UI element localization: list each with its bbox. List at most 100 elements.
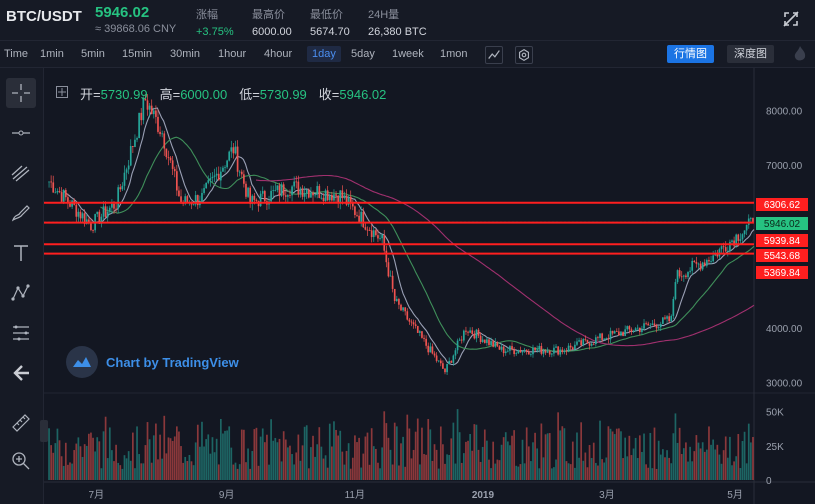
volume-bar <box>599 420 601 480</box>
tab-candles[interactable]: 行情图 <box>667 45 714 63</box>
candle <box>601 332 603 343</box>
high-stat: 最高价 6000.00 <box>252 6 292 38</box>
time-tick-label: 11月 <box>345 489 365 501</box>
volume-bar <box>322 458 325 480</box>
candle <box>597 335 599 341</box>
volume-bar <box>517 466 520 480</box>
text-tool[interactable] <box>6 238 36 268</box>
candle <box>678 267 681 279</box>
ma-mid-line <box>100 136 755 352</box>
pattern-tool[interactable] <box>6 278 36 308</box>
fullscreen-off-icon[interactable] <box>781 9 801 29</box>
ohlc-legend: 开=5730.99 高=6000.00 低=5730.99 收=5946.02 <box>56 84 386 103</box>
candle <box>668 312 671 323</box>
volume-bar <box>645 464 647 480</box>
candle <box>255 198 258 203</box>
volume-bar <box>463 453 465 480</box>
tab-depth[interactable]: 深度图 <box>727 45 774 63</box>
volume-tick-label: 0 <box>766 476 772 487</box>
volume-bar <box>142 463 145 480</box>
candle <box>282 182 285 200</box>
candle <box>127 160 130 175</box>
interval-1hour[interactable]: 1hour <box>218 48 247 60</box>
settings-icon[interactable] <box>515 46 533 64</box>
interval-5day[interactable]: 5day <box>351 48 375 60</box>
interval-time[interactable]: Time <box>4 48 29 60</box>
volume-bar <box>710 444 712 480</box>
volume-bar <box>448 454 451 480</box>
volume-bar <box>638 435 641 480</box>
candle <box>421 331 423 339</box>
interval-1day[interactable]: 1day <box>307 46 341 62</box>
volume-bar <box>180 446 182 480</box>
ruler-tool[interactable] <box>6 408 36 438</box>
interval-1week[interactable]: 1week <box>392 48 424 60</box>
candle <box>460 335 463 344</box>
volume-bar <box>588 445 591 480</box>
candle <box>626 325 629 332</box>
volume-bar <box>622 458 624 480</box>
volume-bar <box>360 467 363 480</box>
candle <box>701 261 704 271</box>
volume-bar <box>662 449 664 480</box>
trend-lines-tool[interactable] <box>6 158 36 188</box>
price-tick-label: 8000.00 <box>766 107 803 118</box>
candle <box>477 327 480 338</box>
candle <box>287 194 289 203</box>
interval-15min[interactable]: 15min <box>122 48 152 60</box>
volume-bar <box>603 462 606 480</box>
zoom-tool[interactable] <box>6 446 36 476</box>
crosshair-tool[interactable] <box>6 78 36 108</box>
candle <box>115 203 117 213</box>
fib-tool[interactable] <box>6 318 36 348</box>
candle <box>305 189 308 199</box>
candle <box>60 187 63 202</box>
volume-bar <box>496 459 499 480</box>
interval-4hour[interactable]: 4hour <box>264 48 293 60</box>
brush-tool[interactable] <box>6 198 36 228</box>
candle <box>398 297 400 310</box>
candle <box>316 181 319 199</box>
price-tick-label: 4000.00 <box>766 324 803 335</box>
volume-bar <box>555 459 557 480</box>
candle <box>370 224 373 243</box>
back-arrow-tool[interactable] <box>6 358 36 388</box>
volume-bar <box>398 465 400 480</box>
indicators-icon[interactable] <box>485 46 503 64</box>
legend-toggle-icon[interactable] <box>56 86 68 98</box>
candle <box>433 351 436 358</box>
volume-bar <box>117 462 120 480</box>
volume-bar <box>194 442 197 480</box>
volume-bar <box>682 448 685 480</box>
volume-bar <box>224 430 226 480</box>
volume-bar <box>157 459 159 480</box>
candle <box>559 347 562 357</box>
volume-bar <box>215 438 218 480</box>
volume-bar <box>83 444 86 480</box>
volume-bar <box>259 436 262 480</box>
low-label: 最低价 <box>310 9 343 21</box>
volume-bar <box>492 441 495 480</box>
candle <box>385 245 388 268</box>
candle <box>102 201 105 220</box>
volume-bar <box>483 429 486 480</box>
interval-1min[interactable]: 1min <box>40 48 64 60</box>
candle <box>641 325 643 335</box>
volume-bar <box>735 456 738 480</box>
candle <box>238 170 241 177</box>
interval-1mon[interactable]: 1mon <box>440 48 468 60</box>
interval-30min[interactable]: 30min <box>170 48 200 60</box>
volume-bar <box>689 446 691 480</box>
volume-bar <box>263 442 266 480</box>
volume-bar <box>643 433 645 480</box>
candle <box>750 216 752 223</box>
collapse-toolbar-handle[interactable] <box>40 420 48 442</box>
price-chart[interactable]: 6306.62 5946.02 5939.84 5543.68 5369.84 8000… <box>44 68 815 504</box>
volume-bar <box>444 463 446 480</box>
volume-bar <box>326 467 329 480</box>
volume-bar <box>312 435 314 480</box>
volume-bar <box>58 440 61 480</box>
horizontal-line-tool[interactable] <box>6 118 36 148</box>
interval-5min[interactable]: 5min <box>81 48 105 60</box>
tradingview-watermark[interactable]: Chart by TradingView <box>66 346 239 378</box>
